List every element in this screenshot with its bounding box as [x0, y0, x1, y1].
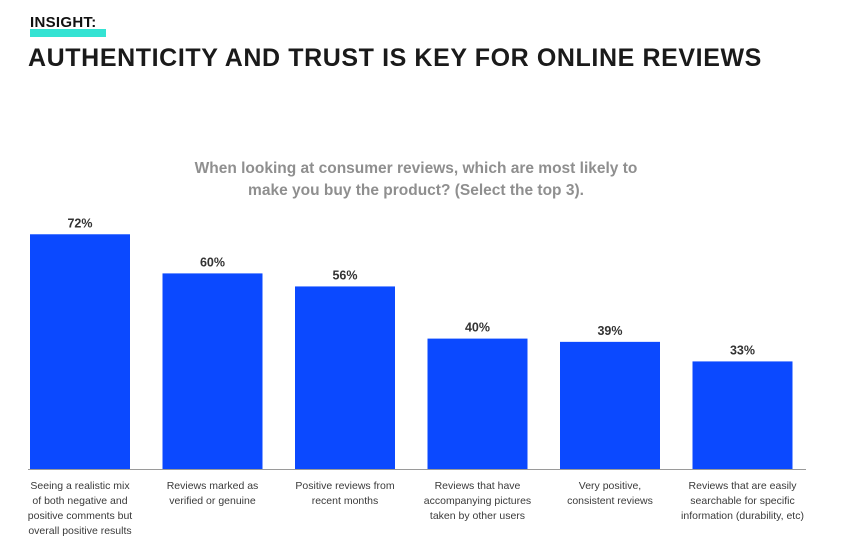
- category-label-2-line-1: Reviews marked as: [167, 480, 259, 492]
- category-label-2-line-2: verified or genuine: [169, 495, 256, 507]
- data-label-6: 33%: [730, 343, 755, 357]
- data-label-3: 56%: [332, 268, 357, 282]
- kicker-text: INSIGHT:: [30, 14, 97, 31]
- category-label-4-line-1: Reviews that have: [435, 480, 521, 492]
- category-label-6-line-3: information (durability, etc): [681, 510, 804, 522]
- data-label-5: 39%: [597, 324, 622, 338]
- category-label-6-line-2: searchable for specific: [690, 495, 794, 507]
- category-label-1-line-1: Seeing a realistic mix: [30, 480, 130, 492]
- category-label-3-line-2: recent months: [312, 495, 379, 507]
- bar-4: [427, 338, 528, 469]
- category-label-3-line-1: Positive reviews from: [295, 480, 394, 492]
- data-label-2: 60%: [200, 255, 225, 269]
- category-label-5-line-1: Very positive,: [579, 480, 641, 492]
- chart-title-line-2: make you buy the product? (Select the to…: [248, 182, 584, 199]
- bar-5: [560, 341, 660, 469]
- bar-1: [30, 234, 130, 469]
- category-label-1-line-2: of both negative and: [32, 495, 127, 507]
- category-label-4-line-2: accompanying pictures: [424, 495, 531, 507]
- category-label-4-line-3: taken by other users: [430, 510, 525, 522]
- chart-title: When looking at consumer reviews, which …: [0, 158, 832, 202]
- bar-2: [162, 273, 263, 469]
- category-label-1-line-4: overall positive results: [28, 525, 131, 537]
- category-label-6-line-1: Reviews that are easily: [689, 480, 798, 492]
- bar-3: [295, 286, 395, 469]
- category-label-1-line-3: positive comments but: [28, 510, 133, 522]
- data-label-1: 72%: [67, 216, 92, 230]
- chart-title-line-1: When looking at consumer reviews, which …: [194, 160, 638, 177]
- insight-kicker: INSIGHT:: [30, 14, 106, 37]
- data-label-4: 40%: [465, 321, 490, 335]
- bar-6: [692, 361, 793, 469]
- category-label-5-line-2: consistent reviews: [567, 495, 653, 507]
- page-title: AUTHENTICITY AND TRUST IS KEY FOR ONLINE…: [28, 44, 762, 72]
- kicker-highlight: [30, 29, 106, 37]
